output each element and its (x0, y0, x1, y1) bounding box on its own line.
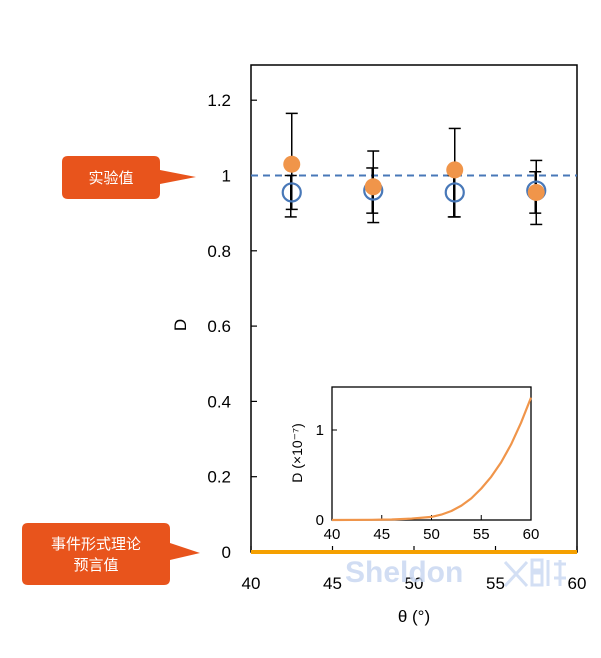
data-point-open (444, 182, 465, 203)
main-y-tick-label: 0.8 (207, 242, 231, 261)
inset-y-tick-label: 1 (316, 422, 324, 439)
main-x-tick-label: 45 (323, 574, 342, 593)
main-x-tick-label: 55 (486, 574, 505, 593)
data-point-filled (283, 155, 301, 173)
callout-experimental: 实验值 (62, 156, 196, 199)
main-series (281, 112, 547, 226)
callout-theory: 事件形式理论 预言值 (22, 523, 200, 585)
main-x-ticks: 40 45 50 55 60 (242, 546, 587, 593)
callout-theory-text-line1: 事件形式理论 (51, 535, 141, 553)
main-y-tick-label: 0 (222, 543, 231, 562)
main-y-tick-label: 1.2 (207, 91, 231, 110)
inset-ticks: 40 45 50 55 60 0 1 (316, 422, 540, 543)
main-x-axis-title: θ (°) (398, 607, 430, 626)
callout-experimental-shape (62, 156, 196, 199)
inset-x-tick-label: 60 (523, 526, 540, 543)
data-point-open (281, 182, 302, 203)
reference-lines (251, 174, 577, 554)
main-y-tick-label: 0.2 (207, 468, 231, 487)
inset-series (331, 397, 533, 522)
watermark: Sheldon (345, 556, 463, 589)
inset-x-tick-label: 55 (473, 526, 490, 543)
data-point-filled (527, 183, 545, 201)
watermark-logo-icon (503, 558, 566, 588)
inset-plot-frame (331, 386, 532, 521)
main-y-tick-label: 0.6 (207, 317, 231, 336)
main-x-tick-label: 50 (405, 574, 424, 593)
data-point-filled (364, 178, 382, 196)
inset-curve (331, 397, 533, 522)
main-y-ticks: 0 0.2 0.4 0.6 0.8 1 1.2 (207, 91, 257, 562)
inset-y-axis-title: D (×10⁻⁷) (289, 423, 305, 483)
inset-x-tick-label: 40 (324, 526, 341, 543)
inset-x-tick-label: 45 (373, 526, 390, 543)
data-point-filled (446, 161, 464, 179)
inset-x-tick-label: 50 (423, 526, 440, 543)
main-y-tick-label: 1 (222, 167, 231, 186)
callout-theory-text-line2: 预言值 (73, 556, 118, 574)
callout-experimental-text: 实验值 (88, 169, 133, 187)
main-y-tick-label: 0.4 (207, 392, 231, 411)
callout-theory-shape (22, 523, 200, 585)
main-y-axis-title: D (171, 319, 190, 331)
main-x-tick-label: 40 (242, 574, 261, 593)
main-x-tick-label: 60 (568, 574, 587, 593)
inset-y-tick-label: 0 (316, 512, 324, 529)
